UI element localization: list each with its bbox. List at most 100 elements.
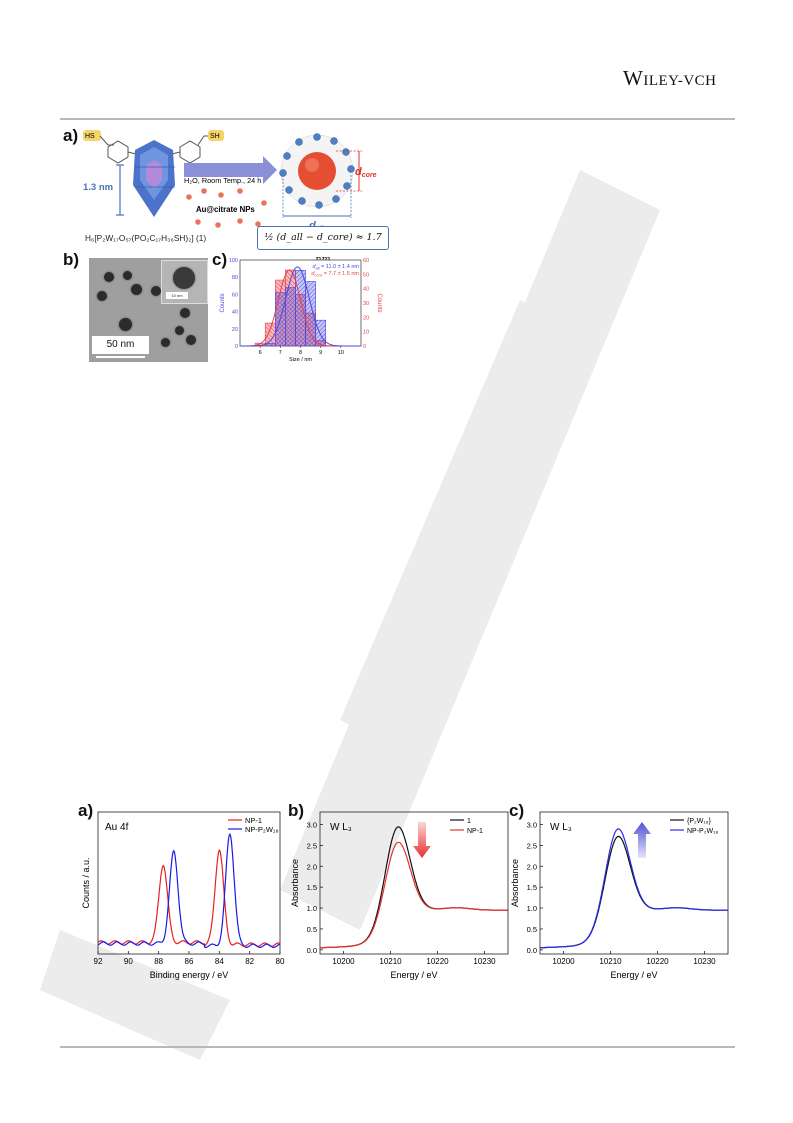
legend-subscript: core xyxy=(314,273,323,278)
citrate-particles xyxy=(186,188,267,228)
tem-scale-bar: 50 nm xyxy=(92,336,149,358)
x-tick-label: 10220 xyxy=(646,957,669,966)
x-tick-label: 88 xyxy=(154,957,163,966)
legend-entry: dall = 11.0 ± 1.4 nm xyxy=(312,264,359,271)
y-left-axis-label: Counts xyxy=(220,293,226,312)
y-tick-label: 2.0 xyxy=(527,862,537,871)
fig1-panel-c-label: c) xyxy=(212,250,228,269)
y-tick-label: 0.5 xyxy=(527,925,537,934)
y-axis-label: Counts / a.u. xyxy=(81,857,91,908)
x-tick-label: 82 xyxy=(245,957,254,966)
legend-label: NP-P₂W₁₈ xyxy=(687,828,718,835)
nanoparticle xyxy=(180,308,190,318)
nanoparticle xyxy=(123,271,132,280)
y-right-tick-label: 60 xyxy=(363,258,369,264)
bar-all-hatch xyxy=(285,287,296,346)
header-rule xyxy=(60,118,735,120)
y-tick-label: 1.5 xyxy=(307,883,317,892)
legend-value: = 7.7 ± 1.5 nm xyxy=(322,271,359,277)
tem-inset-scale: 10 nm xyxy=(166,292,188,299)
nanoparticle xyxy=(151,286,161,296)
x-tick-label: 6 xyxy=(259,350,262,356)
x-tick-label: 10 xyxy=(338,350,344,356)
y-left-tick-label: 80 xyxy=(232,275,238,281)
fig1-panel-a-label: a) xyxy=(63,126,79,145)
y-axis-label: Absorbance xyxy=(510,859,520,907)
tem-inset: 10 nm xyxy=(161,260,208,304)
compound-formula: H₆[P₂W₁₇O₅₇(PO₂C₁₇H₃₆SH)₂] (1) xyxy=(85,233,207,243)
x-tick-label: 84 xyxy=(215,957,224,966)
y-right-tick-label: 20 xyxy=(363,315,369,321)
arrow-shape xyxy=(413,822,431,858)
thiol-label-right: SH xyxy=(210,133,220,140)
y-tick-label: 2.0 xyxy=(307,862,317,871)
nanoparticle-zoomed xyxy=(173,267,195,289)
reaction-arrow xyxy=(184,156,277,184)
footer-rule xyxy=(60,1046,735,1048)
x-tick-label: 10230 xyxy=(693,957,716,966)
functionalized-nanoparticle xyxy=(279,133,355,209)
legend-label: NP-1 xyxy=(467,828,483,835)
x-tick-label: 80 xyxy=(276,957,285,966)
xanes-series-1 xyxy=(540,835,728,949)
x-tick-label: 9 xyxy=(319,350,322,356)
y-left-tick-label: 100 xyxy=(229,258,238,264)
fig2-panel-c-label: c) xyxy=(509,801,525,820)
reaction-conditions: H₂O, Room Temp., 24 h xyxy=(184,176,261,185)
fit-all xyxy=(240,266,361,347)
legend-label: NP-P₂W₁₈ xyxy=(245,825,279,834)
y-tick-label: 3.0 xyxy=(307,821,317,830)
nanoparticle xyxy=(119,318,132,331)
x-axis-label: Energy / eV xyxy=(610,970,657,980)
panel-annotation: Au 4f xyxy=(105,822,129,833)
xanes-series-1 xyxy=(320,826,508,949)
publisher-logo: WILEY-VCH xyxy=(623,66,717,90)
y-right-tick-label: 50 xyxy=(363,272,369,278)
y-tick-label: 1.0 xyxy=(307,904,317,913)
y-tick-label: 0.5 xyxy=(307,925,317,934)
y-right-tick-label: 30 xyxy=(363,301,369,307)
arrow-down-icon xyxy=(413,822,431,858)
bar-core-hatch xyxy=(255,343,266,346)
legend-symbol: d xyxy=(312,264,316,270)
bar-all-hatch xyxy=(265,343,276,346)
y-left-tick-label: 40 xyxy=(232,310,238,316)
x-tick-label: 10210 xyxy=(599,957,622,966)
x-tick-label: 10230 xyxy=(473,957,496,966)
x-tick-label: 90 xyxy=(124,957,133,966)
fig2-panel-a-label: a) xyxy=(78,801,94,820)
scheme-synthesis: HS SH 1.3 nm H₂O, Room Temp., 24 h Au@ci… xyxy=(83,130,377,233)
arrow-up-icon xyxy=(633,822,651,858)
y-right-tick-label: 40 xyxy=(363,287,369,293)
legend-label: {P₂W₁₈} xyxy=(687,818,712,825)
bar-all-hatch xyxy=(315,320,326,346)
y-right-tick-label: 0 xyxy=(363,344,366,350)
nanoparticle xyxy=(175,326,184,335)
nanoparticle xyxy=(161,338,170,347)
panel-annotation: W L₃ xyxy=(550,822,572,833)
x-tick-label: 10210 xyxy=(379,957,402,966)
thiol-tag-right xyxy=(208,130,224,141)
x-tick-label: 86 xyxy=(185,957,194,966)
y-left-tick-label: 60 xyxy=(232,292,238,298)
legend-entry: dcore = 7.7 ± 1.5 nm xyxy=(311,271,359,278)
legend-symbol: d xyxy=(311,271,315,277)
y-tick-label: 2.5 xyxy=(527,841,537,850)
x-axis-label: Binding energy / eV xyxy=(150,970,229,980)
xanes-series-2 xyxy=(320,841,508,949)
x-tick-label: 10200 xyxy=(332,957,355,966)
y-right-tick-label: 10 xyxy=(363,330,369,336)
plot-frame xyxy=(539,811,729,955)
pom-cluster xyxy=(133,140,175,217)
y-tick-label: 1.5 xyxy=(527,883,537,892)
x-tick-label: 10220 xyxy=(426,957,449,966)
y-tick-label: 0.0 xyxy=(527,946,537,955)
y-tick-label: 3.0 xyxy=(527,821,537,830)
bar-all-hatch xyxy=(305,281,316,346)
y-left-tick-label: 20 xyxy=(232,327,238,333)
x-axis-label: Size / nm xyxy=(289,357,312,363)
reagent-label: Au@citrate NPs xyxy=(196,205,255,214)
xanes-chart-1: 1 NP-1 10200 10210 10220 10230 0.0 0.5 1.0 1.5 2.0… xyxy=(290,811,509,980)
nanoparticle xyxy=(97,291,107,301)
nanoparticle xyxy=(104,272,114,282)
